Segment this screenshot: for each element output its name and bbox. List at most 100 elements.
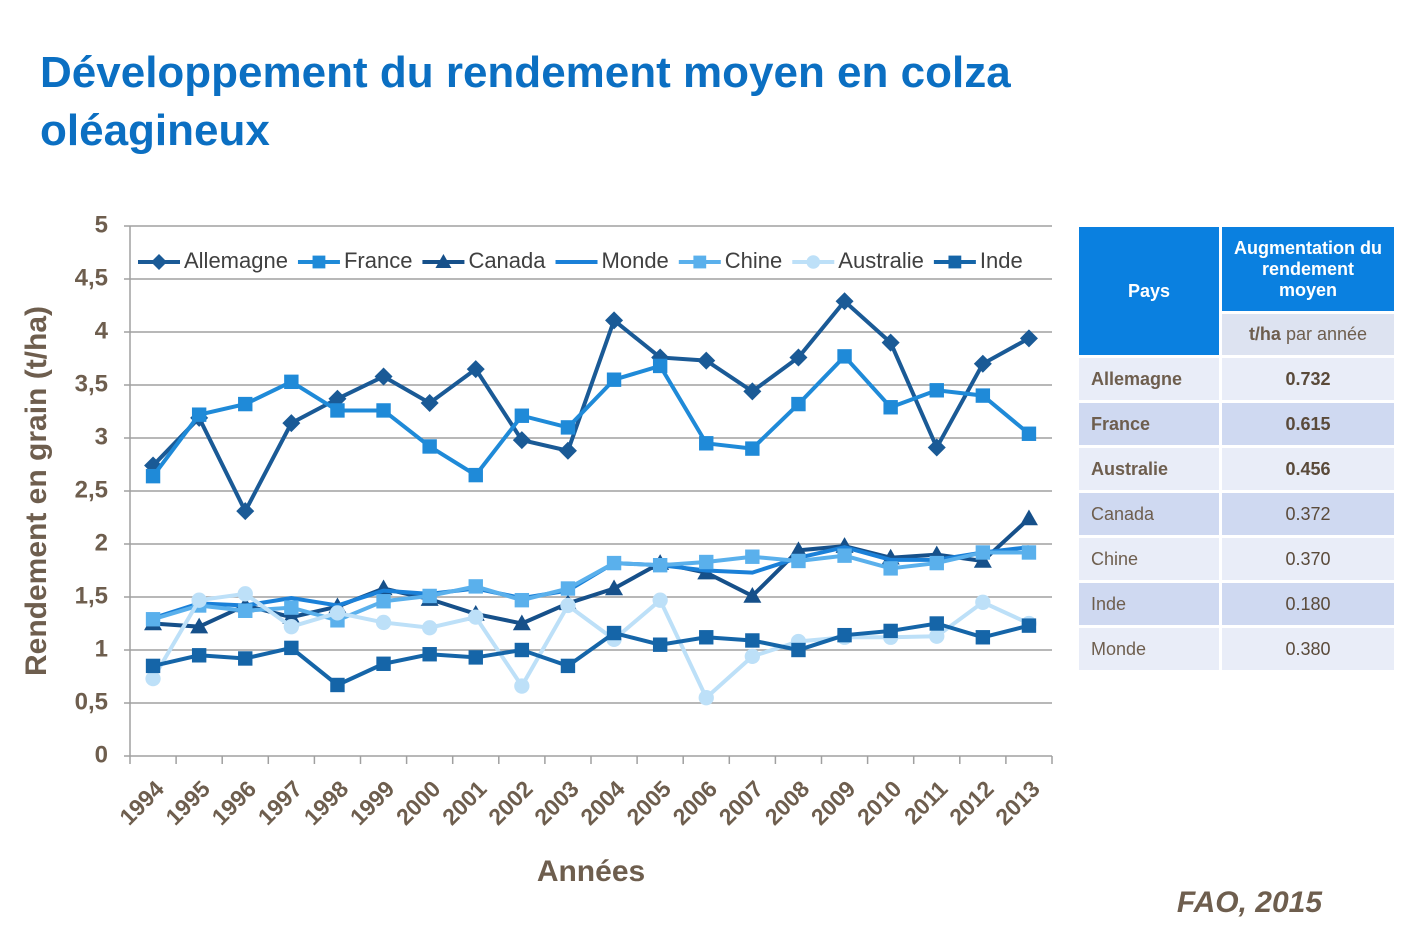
marker: [284, 600, 299, 615]
table: Pays Augmentation du rendement moyen t/h…: [1076, 224, 1397, 673]
marker: [238, 651, 253, 666]
table-row: France 0.615: [1079, 403, 1394, 445]
marker: [791, 642, 806, 658]
source: FAO, 2015: [1176, 886, 1322, 919]
x-tick-label: 2012: [944, 775, 999, 830]
series-line: [152, 621, 1030, 688]
x-tick-label: 2005: [621, 775, 676, 830]
marker: [606, 555, 622, 571]
marker: [558, 441, 577, 460]
marker: [145, 670, 161, 687]
marker: [151, 254, 167, 270]
series-line: [151, 353, 1031, 478]
marker: [1019, 509, 1038, 526]
x-tick-label: 1997: [253, 775, 308, 830]
marker: [929, 383, 944, 398]
marker: [284, 374, 299, 390]
marker: [699, 554, 714, 570]
x-axis-label: Années: [537, 855, 645, 888]
table-row: Allemagne 0.732: [1079, 358, 1394, 400]
marker: [422, 588, 437, 604]
marker: [375, 614, 392, 631]
y-tick-label: 2,5: [75, 476, 108, 503]
marker: [745, 633, 760, 648]
marker: [466, 360, 485, 379]
x-tick-label: 2000: [391, 775, 446, 830]
marker: [745, 549, 760, 564]
marker: [560, 658, 576, 674]
marker: [652, 592, 668, 608]
x-tick-label: 2008: [760, 775, 815, 830]
y-axis-label: Rendement en grain (t/ha): [20, 306, 53, 676]
table-row: Inde 0.180: [1079, 583, 1394, 625]
x-tick-label: 2003: [529, 775, 584, 830]
marker: [468, 467, 483, 483]
marker: [605, 579, 624, 596]
marker: [330, 677, 345, 693]
marker: [422, 439, 437, 454]
marker: [1021, 545, 1037, 560]
marker: [330, 403, 345, 418]
marker: [835, 292, 854, 311]
marker: [236, 502, 255, 521]
legend-label: Monde: [602, 248, 669, 273]
marker: [789, 541, 808, 558]
x-tick-label: 2002: [483, 775, 538, 830]
marker: [376, 594, 391, 609]
marker: [791, 553, 806, 569]
marker: [975, 388, 991, 403]
marker: [743, 382, 762, 401]
marker: [745, 441, 760, 456]
marker: [145, 612, 161, 627]
y-tick-label: 2: [95, 529, 108, 556]
marker: [699, 436, 714, 451]
marker: [806, 255, 821, 269]
marker: [514, 408, 530, 423]
marker: [422, 620, 438, 636]
title: Développement du rendement moyen en colz…: [40, 48, 1011, 155]
marker: [693, 255, 707, 269]
marker: [652, 637, 668, 652]
value-cell: 0.180: [1222, 583, 1394, 625]
marker: [973, 354, 992, 373]
unit: t/ha: [1248, 324, 1281, 344]
marker: [837, 548, 852, 563]
marker: [514, 592, 530, 608]
value-cell: 0.372: [1222, 493, 1394, 535]
marker: [698, 690, 714, 706]
value-cell: 0.615: [1222, 403, 1394, 445]
marker: [791, 396, 806, 412]
marker: [468, 609, 484, 625]
marker: [929, 616, 944, 631]
y-tick-label: 1: [95, 635, 108, 662]
marker: [468, 579, 483, 594]
marker: [975, 630, 991, 645]
y-tick-label: 3: [95, 423, 108, 450]
legend-label: Inde: [980, 248, 1023, 273]
marker: [468, 650, 483, 665]
y-tick-label: 4: [95, 317, 109, 344]
marker: [376, 403, 391, 418]
marker: [283, 619, 299, 635]
country-cell: Allemagne: [1079, 358, 1219, 400]
country-cell: Australie: [1079, 448, 1219, 490]
marker: [374, 367, 393, 386]
header-cell: Pays: [1079, 227, 1219, 355]
legend-label: Canada: [468, 248, 546, 273]
x-tick-label: 2011: [899, 775, 953, 829]
marker: [191, 648, 207, 663]
marker: [512, 431, 531, 450]
x-tick-label: 1999: [345, 775, 400, 830]
marker: [927, 438, 946, 457]
unit-suffix: par année: [1285, 324, 1368, 344]
legend-label: Chine: [725, 248, 782, 273]
marker: [743, 586, 762, 603]
marker: [606, 625, 622, 641]
marker: [190, 617, 209, 634]
marker: [376, 656, 391, 671]
y-tick-label: 3,5: [75, 370, 108, 397]
legend-label: Allemagne: [184, 248, 288, 273]
header-cell: Augmentation du rendement moyen: [1222, 227, 1394, 311]
x-tick-label: 2001: [437, 775, 492, 830]
marker: [652, 358, 668, 374]
